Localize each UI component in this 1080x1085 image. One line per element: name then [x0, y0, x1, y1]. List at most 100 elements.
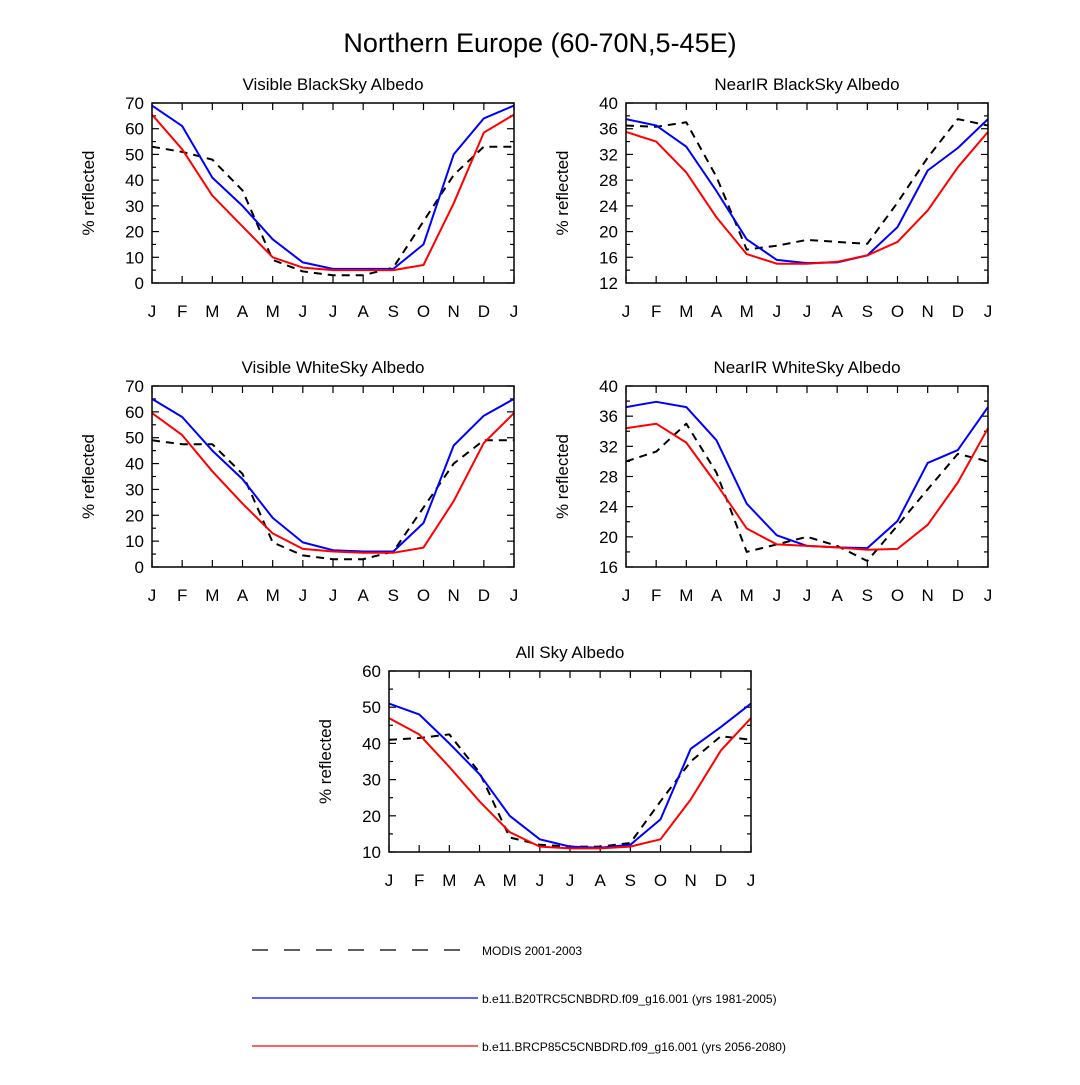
y-tick-label: 12	[599, 274, 618, 293]
x-tick-label: N	[685, 871, 697, 890]
plot-frame	[151, 102, 515, 284]
plot-frame	[151, 385, 515, 568]
x-tick-label: O	[417, 586, 430, 605]
x-tick-label: J	[148, 302, 157, 321]
series-line-modis	[625, 118, 989, 251]
series-line-b20	[151, 398, 515, 553]
legend-label-modis: MODIS 2001-2003	[482, 944, 582, 958]
x-tick-label: J	[299, 586, 308, 605]
x-tick-label: F	[414, 871, 424, 890]
series-line-brcp85	[625, 422, 989, 551]
plot-frame	[625, 385, 989, 568]
legend-item-b20: b.e11.B20TRC5CNBDRD.f09_g16.001 (yrs 198…	[252, 992, 777, 1006]
y-tick-label: 20	[125, 223, 144, 242]
chart-title: NearIR BlackSky Albedo	[714, 75, 899, 94]
x-tick-label: J	[329, 586, 338, 605]
y-tick-label: 24	[599, 498, 618, 517]
y-tick-label: 40	[362, 734, 381, 753]
x-tick-label: J	[148, 586, 157, 605]
x-tick-label: F	[651, 302, 661, 321]
x-tick-label: M	[503, 871, 517, 890]
y-tick-label: 40	[599, 94, 618, 113]
x-tick-label: M	[205, 586, 219, 605]
series-line-b20	[625, 400, 989, 550]
y-tick-label: 60	[362, 662, 381, 681]
plot-frame	[625, 102, 989, 284]
x-tick-label: J	[510, 302, 519, 321]
chart-title: All Sky Albedo	[516, 643, 625, 662]
x-tick-label: O	[417, 302, 430, 321]
chart-panel-4: NearIR WhiteSky Albedo % reflected 16 20 24 2…	[553, 358, 992, 605]
x-tick-label: N	[448, 302, 460, 321]
x-tick-label: D	[952, 302, 964, 321]
x-tick-label: M	[266, 302, 280, 321]
y-tick-label: 30	[362, 771, 381, 790]
y-tick-label: 70	[125, 377, 144, 396]
x-tick-label: A	[711, 586, 723, 605]
x-tick-label: M	[740, 302, 754, 321]
y-tick-label: 10	[362, 843, 381, 862]
series-line-brcp85	[388, 717, 752, 850]
chart-panel-1: Visible BlackSky Albedo % reflected 0 10 20 3…	[79, 75, 518, 321]
figure-title: Northern Europe (60-70N,5-45E)	[343, 28, 736, 58]
series-line-modis	[151, 145, 514, 277]
y-tick-label: 28	[599, 468, 618, 487]
x-tick-label: J	[747, 871, 756, 890]
y-tick-label: 50	[125, 145, 144, 164]
series-line-brcp85	[151, 412, 515, 554]
x-tick-label: A	[357, 302, 369, 321]
y-tick-label: 40	[599, 377, 618, 396]
x-tick-label: S	[388, 302, 399, 321]
y-tick-label: 16	[599, 248, 618, 267]
x-tick-label: J	[566, 871, 575, 890]
y-tick-label: 60	[125, 120, 144, 139]
y-axis-label: % reflected	[553, 434, 572, 519]
x-tick-label: M	[442, 871, 456, 890]
y-axis-label: % reflected	[79, 434, 98, 519]
y-axis-label: % reflected	[316, 719, 335, 804]
x-tick-label: O	[891, 586, 904, 605]
x-tick-label: J	[329, 302, 338, 321]
x-tick-label: J	[803, 586, 812, 605]
x-tick-label: D	[478, 302, 490, 321]
x-tick-label: F	[651, 586, 661, 605]
y-tick-label: 40	[125, 455, 144, 474]
x-tick-label: O	[891, 302, 904, 321]
y-tick-label: 24	[599, 197, 618, 216]
x-tick-label: J	[984, 586, 993, 605]
y-tick-label: 30	[125, 480, 144, 499]
x-tick-label: J	[773, 586, 782, 605]
series-line-modis	[625, 422, 989, 562]
x-tick-label: J	[299, 302, 308, 321]
y-tick-label: 10	[125, 532, 144, 551]
x-tick-label: M	[266, 586, 280, 605]
y-tick-label: 60	[125, 403, 144, 422]
x-tick-label: A	[237, 302, 249, 321]
y-tick-label: 20	[599, 528, 618, 547]
x-tick-label: J	[385, 871, 394, 890]
y-tick-label: 0	[135, 274, 144, 293]
series-line-brcp85	[625, 130, 989, 265]
y-tick-label: 32	[599, 437, 618, 456]
x-tick-label: J	[773, 302, 782, 321]
chart-title: Visible BlackSky Albedo	[242, 75, 423, 94]
y-tick-label: 0	[135, 558, 144, 577]
series-line-b20	[151, 104, 515, 270]
x-tick-label: S	[862, 302, 873, 321]
plot-frame	[388, 670, 752, 853]
x-tick-label: F	[177, 586, 187, 605]
legend-label-b20: b.e11.B20TRC5CNBDRD.f09_g16.001 (yrs 198…	[482, 992, 777, 1006]
y-tick-label: 70	[125, 94, 144, 113]
chart-title: Visible WhiteSky Albedo	[241, 358, 424, 377]
series-line-modis	[151, 439, 514, 561]
series-line-brcp85	[151, 113, 515, 272]
y-tick-label: 32	[599, 145, 618, 164]
y-tick-label: 20	[362, 807, 381, 826]
legend: MODIS 2001-2003 b.e11.B20TRC5CNBDRD.f09_…	[252, 944, 786, 1054]
y-tick-label: 30	[125, 197, 144, 216]
x-tick-label: N	[922, 302, 934, 321]
x-tick-label: J	[536, 871, 545, 890]
x-tick-label: J	[622, 302, 631, 321]
